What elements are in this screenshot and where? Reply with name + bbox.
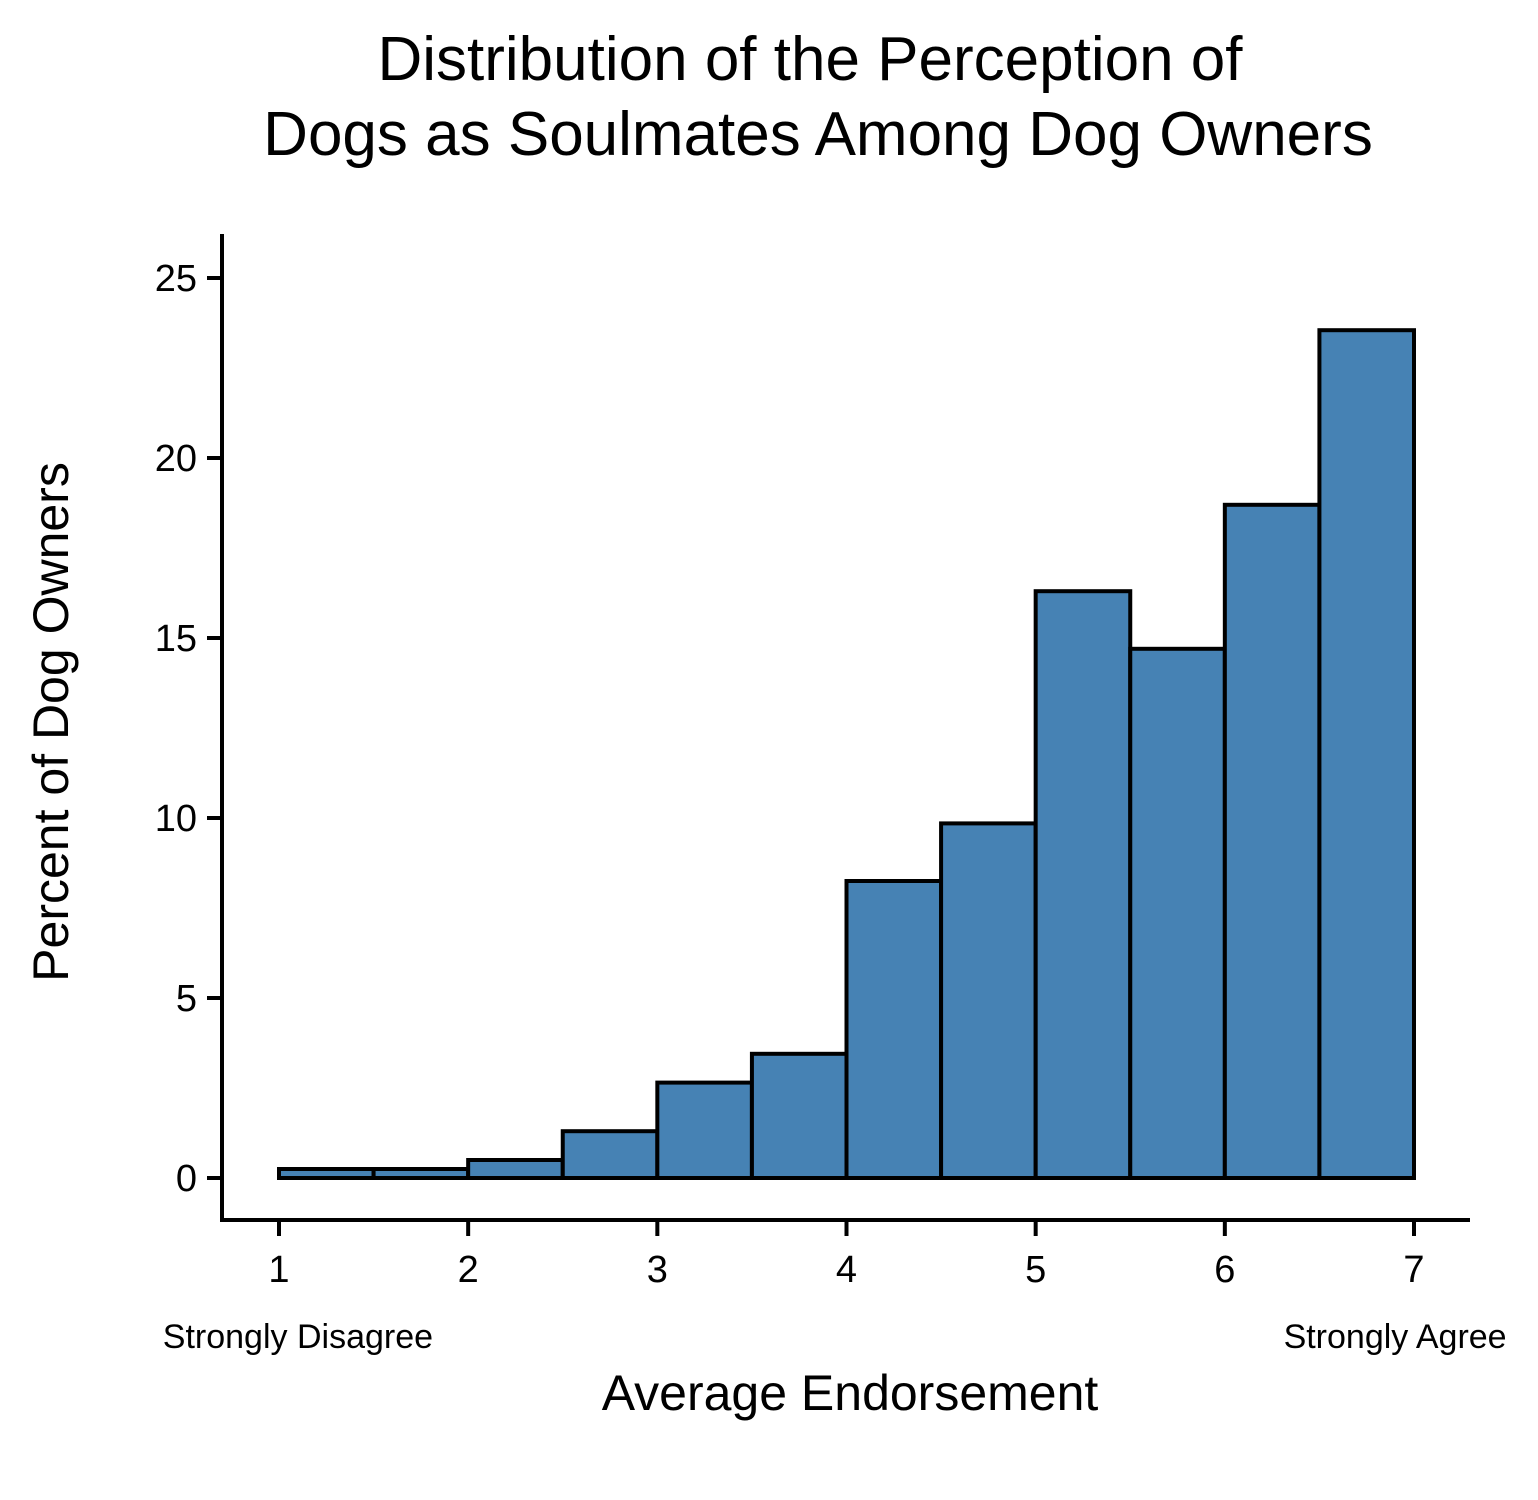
annotations-group: Strongly Disagree Strongly Agree: [163, 1318, 1507, 1356]
y-ticks-group: 0 5 10 15 20 25: [155, 258, 222, 1200]
histogram-bar-8: [939, 821, 1038, 1181]
x-axis-label: Average Endorsement: [602, 1365, 1099, 1421]
histogram-bar-12: [1317, 328, 1416, 1180]
histogram-bar-11: [1222, 502, 1322, 1180]
x-tick-label-6: 6: [1214, 1249, 1235, 1291]
histogram-bar-6: [749, 1051, 849, 1181]
y-tick-label-25: 25: [155, 258, 197, 300]
histogram-bar-9: [1033, 589, 1133, 1180]
x-tick-label-4: 4: [836, 1249, 857, 1291]
histogram-bar-10: [1128, 646, 1227, 1180]
x-tick-label-1: 1: [268, 1249, 289, 1291]
histogram-bar-3: [466, 1158, 565, 1180]
x-tick-label-3: 3: [647, 1249, 668, 1291]
y-tick-label-15: 15: [155, 618, 197, 660]
y-tick-label-20: 20: [155, 438, 197, 480]
chart-title-line-1: Distribution of the Perception of: [377, 25, 1243, 94]
histogram-bar-5: [655, 1080, 754, 1180]
y-tick-label-5: 5: [176, 978, 197, 1020]
x-ticks-group: 1 2 3 4 5 6 7: [268, 1220, 1425, 1291]
histogram-bar-2: [371, 1167, 471, 1180]
x-tick-label-5: 5: [1025, 1249, 1046, 1291]
x-annotation-2: Strongly Agree: [1284, 1318, 1507, 1356]
chart-title-line-2: Dogs as Soulmates Among Dog Owners: [263, 100, 1373, 169]
x-annotation-1: Strongly Disagree: [163, 1318, 433, 1356]
bars-group: [277, 328, 1416, 1181]
x-tick-label-7: 7: [1403, 1249, 1424, 1291]
y-tick-label-0: 0: [176, 1158, 197, 1200]
histogram-bar-7: [844, 879, 944, 1180]
y-axis-label: Percent of Dog Owners: [23, 462, 79, 982]
histogram-bar-1: [277, 1167, 376, 1180]
y-tick-label-10: 10: [155, 798, 197, 840]
x-tick-label-2: 2: [458, 1249, 479, 1291]
histogram-bar-4: [560, 1129, 660, 1180]
